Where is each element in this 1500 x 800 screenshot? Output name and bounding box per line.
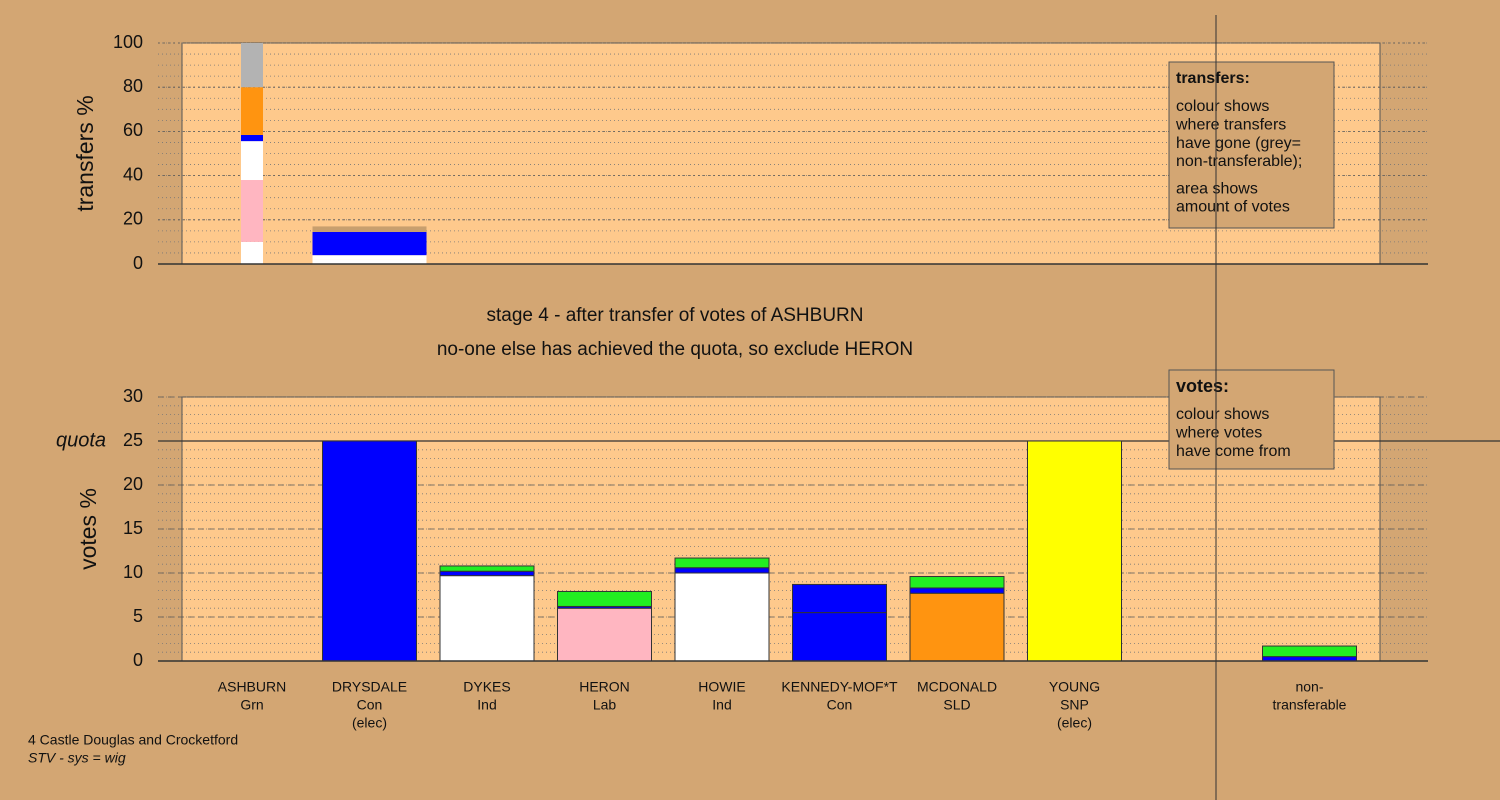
y-tick-label: 15: [123, 518, 143, 538]
note-box: [1168, 369, 1335, 470]
x-tick-label: SNP: [1060, 697, 1089, 713]
note-heading: votes:: [1176, 376, 1229, 396]
x-tick-label: DRYSDALE: [332, 679, 407, 695]
bar-segment: [557, 607, 652, 662]
x-tick-label: (elec): [1057, 715, 1092, 731]
note-heading: transfers:: [1176, 70, 1250, 87]
x-tick-label: Con: [827, 697, 853, 713]
chart-subtitle: no-one else has achieved the quota, so e…: [437, 339, 913, 360]
chart-title: stage 4 - after transfer of votes of ASH…: [487, 305, 864, 326]
bar-segment: [674, 572, 770, 662]
x-tick-label: Ind: [477, 697, 496, 713]
bar-segment: [1027, 440, 1122, 662]
note-line: amount of votes: [1176, 199, 1290, 216]
bar-segment: [241, 180, 263, 242]
note-line: where transfers: [1175, 117, 1286, 134]
bar-segment: [312, 226, 427, 232]
bar-segment: [439, 570, 535, 577]
note-line: non-transferable);: [1176, 153, 1302, 170]
footer-place: 4 Castle Douglas and Crocketford: [28, 732, 238, 748]
y-tick-label: 10: [123, 562, 143, 582]
bar-segment: [241, 141, 263, 181]
x-tick-label: HOWIE: [698, 679, 745, 695]
x-tick-label: ASHBURN: [218, 679, 286, 695]
note-line: have gone (grey=: [1176, 135, 1301, 152]
y-axis-title: transfers %: [72, 95, 98, 211]
x-tick-label: transferable: [1273, 697, 1347, 713]
bar-segment: [909, 587, 1005, 594]
bar-segment: [792, 583, 887, 614]
y-tick-label: 100: [113, 32, 143, 52]
x-tick-label: HERON: [579, 679, 630, 695]
note-box: [1168, 61, 1335, 229]
bar-segment: [241, 43, 263, 88]
x-tick-label: (elec): [352, 715, 387, 731]
y-tick-label: 30: [123, 386, 143, 406]
x-tick-label: Lab: [593, 697, 617, 713]
bar-segment: [241, 134, 263, 142]
x-tick-label: KENNEDY-MOF*T: [781, 679, 898, 695]
y-tick-label: 0: [133, 650, 143, 670]
bar-segment: [312, 255, 427, 260]
bar-segment: [909, 576, 1005, 589]
y-tick-label: 60: [123, 120, 143, 140]
bar-segment: [909, 592, 1005, 662]
footer-system: STV - sys = wig: [28, 750, 126, 766]
note-line: have come from: [1176, 443, 1291, 460]
bar-segment: [792, 612, 887, 662]
y-axis-title: votes %: [75, 488, 101, 570]
x-tick-label: Con: [357, 697, 383, 713]
bar-segment: [439, 575, 535, 662]
y-tick-label: 25: [123, 430, 143, 450]
x-tick-label: Grn: [240, 697, 263, 713]
bar-segment: [312, 231, 427, 256]
bar-segment: [241, 241, 263, 264]
bar-segment: [674, 557, 770, 569]
y-tick-label: 20: [123, 474, 143, 494]
note-line: colour shows: [1176, 406, 1269, 423]
y-tick-label: 80: [123, 76, 143, 96]
bar-segment: [674, 567, 770, 574]
x-tick-label: SLD: [943, 697, 970, 713]
bar-segment: [1262, 645, 1357, 658]
x-tick-label: YOUNG: [1049, 679, 1100, 695]
y-tick-label: 20: [123, 209, 143, 229]
x-tick-label: Ind: [712, 697, 731, 713]
quota-label: quota: [56, 429, 106, 451]
bar-segment: [322, 440, 417, 662]
note-line: area shows: [1176, 180, 1258, 197]
note-line: colour shows: [1176, 98, 1269, 115]
note-line: where votes: [1175, 425, 1262, 442]
x-tick-label: MCDONALD: [917, 679, 997, 695]
x-tick-label: non-: [1295, 679, 1323, 695]
y-tick-label: 5: [133, 606, 143, 626]
x-tick-label: DYKES: [463, 679, 510, 695]
bar-segment: [439, 565, 535, 572]
y-tick-label: 0: [133, 253, 143, 273]
bar-segment: [312, 259, 427, 264]
bar-segment: [241, 87, 263, 135]
y-tick-label: 40: [123, 164, 143, 184]
bar-segment: [557, 590, 652, 607]
